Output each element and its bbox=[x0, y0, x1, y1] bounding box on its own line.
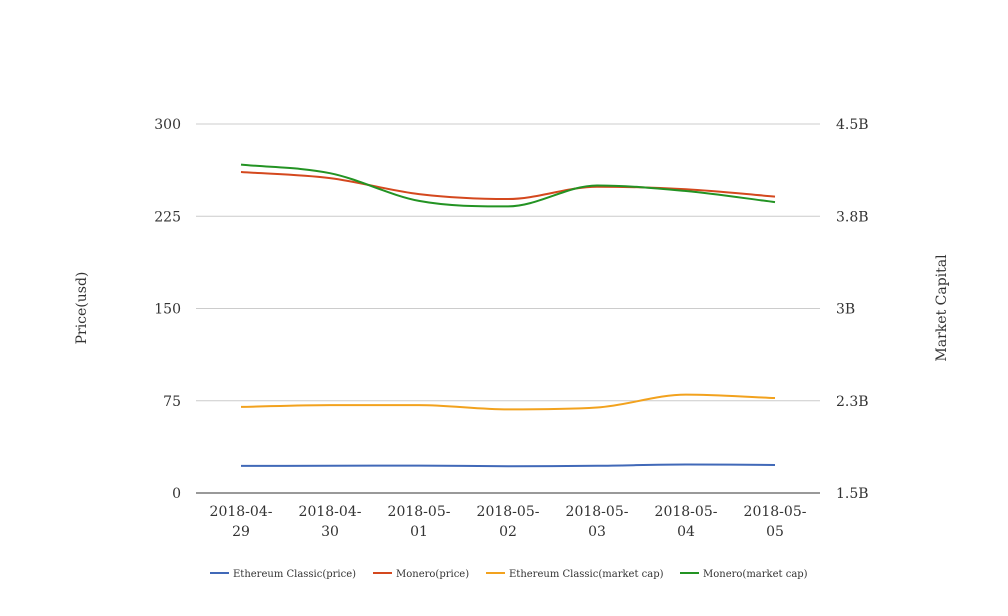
legend: Ethereum Classic(price) Monero(price) Ethe… bbox=[210, 569, 808, 580]
x-tick-label: 2018-05-01 bbox=[388, 504, 451, 540]
series-line-ethereum-classic-price bbox=[240, 463, 776, 468]
right-axis-title: Market Capital bbox=[934, 254, 950, 362]
right-axis-ticks: 4.5B 3.8B 3B 2.3B 1.5B bbox=[836, 117, 869, 502]
legend-item[interactable]: Monero(price) bbox=[373, 569, 469, 580]
right-tick-label: 2.3B bbox=[836, 394, 869, 410]
x-axis-ticks: 2018-04-29 2018-04-30 2018-05-01 2018-05-02… bbox=[210, 504, 807, 540]
left-tick-label: 0 bbox=[172, 486, 181, 502]
left-tick-label: 300 bbox=[154, 117, 181, 133]
legend-item[interactable]: Ethereum Classic(price) bbox=[210, 569, 356, 580]
right-tick-label: 3.8B bbox=[836, 209, 869, 225]
right-tick-label: 1.5B bbox=[836, 486, 869, 502]
x-tick-label: 2018-05-02 bbox=[477, 504, 540, 540]
legend-label: Ethereum Classic(price) bbox=[233, 569, 356, 580]
series-line-monero-price bbox=[240, 171, 776, 201]
left-axis-ticks: 300 225 150 75 0 bbox=[154, 117, 181, 502]
legend-item[interactable]: Ethereum Classic(market cap) bbox=[486, 569, 664, 580]
legend-label: Monero(market cap) bbox=[703, 569, 808, 580]
x-tick-label: 2018-05-05 bbox=[744, 504, 807, 540]
series-line-monero-market-cap bbox=[240, 163, 776, 208]
series-lines bbox=[240, 163, 776, 468]
series-line-ethereum-classic-market-cap bbox=[240, 393, 776, 411]
left-tick-label: 150 bbox=[154, 302, 181, 318]
legend-label: Monero(price) bbox=[396, 569, 469, 580]
left-tick-label: 225 bbox=[154, 209, 181, 225]
gridlines bbox=[196, 123, 820, 494]
x-tick-label: 2018-05-03 bbox=[566, 504, 629, 540]
right-tick-label: 3B bbox=[836, 302, 855, 318]
legend-label: Ethereum Classic(market cap) bbox=[509, 569, 664, 580]
x-tick-label: 2018-05-04 bbox=[655, 504, 718, 540]
right-tick-label: 4.5B bbox=[836, 117, 869, 133]
x-tick-label: 2018-04-30 bbox=[299, 504, 362, 540]
left-tick-label: 75 bbox=[163, 394, 181, 410]
legend-item[interactable]: Monero(market cap) bbox=[680, 569, 808, 580]
left-axis-title: Price(usd) bbox=[74, 272, 90, 345]
x-tick-label: 2018-04-29 bbox=[210, 504, 273, 540]
